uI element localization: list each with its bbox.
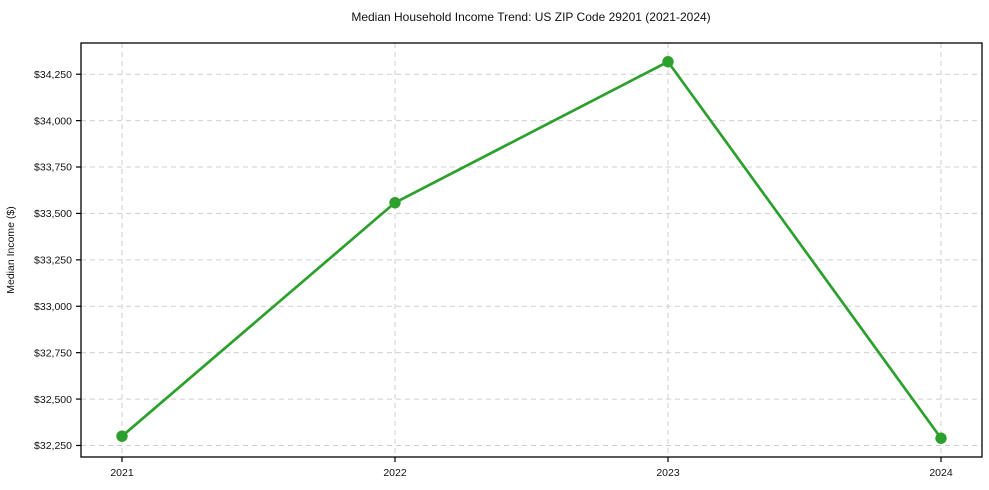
y-tick-label: $33,750 — [34, 162, 72, 174]
trend-line — [120, 60, 943, 440]
y-tick-label: $34,000 — [34, 115, 72, 127]
y-axis-title: Median Income ($) — [5, 206, 17, 294]
x-tick-label: 2023 — [656, 467, 680, 479]
data-point-2022 — [389, 196, 401, 209]
plot-area: $32,250 $32,500 $32,750 $33,000 $33,250 $33,5… — [34, 42, 983, 479]
x-tick-label: 2021 — [110, 467, 134, 479]
y-tick-label: $33,500 — [34, 208, 72, 220]
data-point-2024 — [935, 432, 947, 444]
data-point-2023 — [662, 56, 674, 68]
y-tick-label: $34,250 — [34, 69, 72, 81]
data-point-2021 — [116, 430, 128, 442]
y-tick-label: $32,250 — [34, 440, 72, 452]
x-tick-label: 2024 — [929, 467, 953, 479]
y-tick-label: $32,500 — [34, 394, 72, 406]
chart-title: Median Household Income Trend: US ZIP Co… — [351, 10, 710, 24]
plot-border — [80, 42, 983, 458]
y-tick-label: $32,750 — [34, 347, 72, 359]
y-tick-label: $33,000 — [34, 301, 72, 313]
x-tick-label: 2022 — [383, 467, 407, 479]
y-tick-label: $33,250 — [34, 255, 72, 267]
